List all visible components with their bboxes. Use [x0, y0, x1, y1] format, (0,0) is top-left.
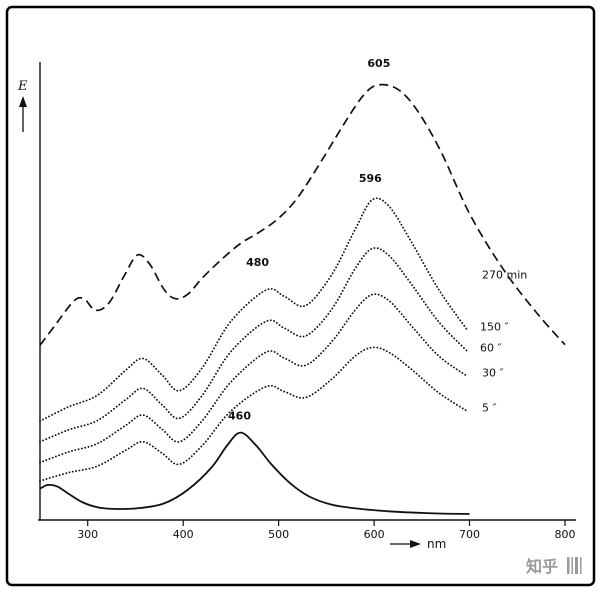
time-label: 30 ″ — [482, 367, 504, 380]
x-tick-label: 300 — [77, 528, 98, 541]
x-tick-label: 500 — [268, 528, 289, 541]
watermark-barcode-icon — [567, 557, 582, 574]
time-label: 5 ″ — [482, 401, 497, 414]
curve-30-min — [39, 293, 469, 464]
curve-60-min — [39, 247, 469, 443]
x-tick-label: 600 — [364, 528, 385, 541]
peak-label-480: 480 — [246, 256, 269, 269]
x-axis-label: nm — [427, 537, 446, 551]
curve-270-min — [39, 83, 566, 346]
peak-label-596: 596 — [359, 172, 382, 185]
x-axis-arrow-icon — [390, 540, 421, 548]
curves-group — [39, 83, 566, 515]
x-tick-label: 400 — [173, 528, 194, 541]
x-tick-label: 800 — [555, 528, 576, 541]
time-labels: 270 min 150 ″ 60 ″ 30 ″ 5 ″ — [480, 269, 527, 415]
time-label: 270 min — [482, 269, 527, 282]
x-axis-ticks: 300 400 500 600 700 800 — [77, 520, 576, 541]
curve-initial — [39, 431, 470, 515]
peak-annotations: 605 596 480 460 — [228, 57, 390, 423]
y-axis-label: E — [17, 79, 28, 94]
time-label: 150 ″ — [480, 321, 509, 334]
x-tick-label: 700 — [459, 528, 480, 541]
figure-border — [5, 5, 596, 587]
peak-label-460: 460 — [228, 410, 251, 423]
curve-150-min — [39, 197, 469, 422]
watermark: 知乎 — [526, 557, 558, 576]
y-axis-arrow-icon — [19, 96, 27, 132]
peak-label-605: 605 — [367, 57, 390, 70]
curve-5-min — [39, 346, 469, 482]
time-label: 60 ″ — [480, 342, 502, 355]
